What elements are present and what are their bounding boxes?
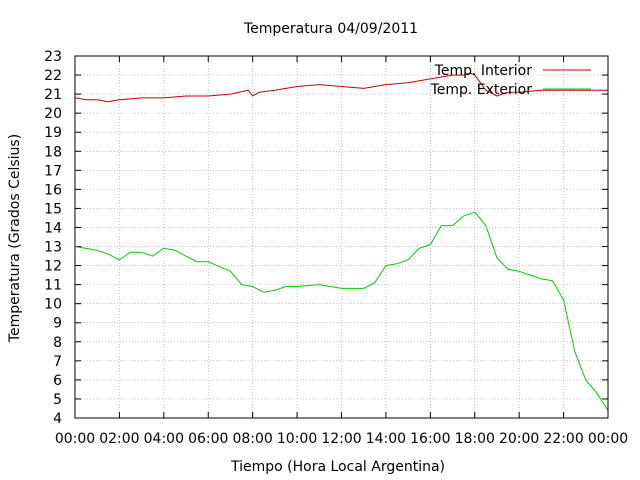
series-line-exterior xyxy=(74,211,609,411)
y-tick-label: 13 xyxy=(44,240,62,256)
y-tick-label: 16 xyxy=(44,182,62,198)
y-tick-label: 20 xyxy=(44,106,62,122)
series-line-interior xyxy=(74,72,608,103)
x-tick-label: 10:00 xyxy=(277,431,317,447)
y-tick-label: 12 xyxy=(44,259,62,275)
chart-title: Temperatura 04/09/2011 xyxy=(243,21,418,37)
x-tick-label: 02:00 xyxy=(99,431,139,447)
legend: Temp. Interior Temp. Exterior xyxy=(430,63,591,98)
y-tick-label: 17 xyxy=(44,163,62,179)
y-tick-label: 11 xyxy=(44,278,62,294)
x-tick-label: 18:00 xyxy=(455,431,495,447)
x-tick-label: 00:00 xyxy=(588,431,628,447)
y-tick-label: 8 xyxy=(53,335,62,351)
x-tick-label: 20:00 xyxy=(499,431,539,447)
grid-layer xyxy=(75,56,608,418)
x-tick-label: 06:00 xyxy=(188,431,228,447)
y-tick-label: 5 xyxy=(53,392,62,408)
series-layer xyxy=(74,72,609,411)
x-tick-label: 00:00 xyxy=(55,431,95,447)
x-axis-label: Tiempo (Hora Local Argentina) xyxy=(230,459,445,475)
y-tick-label: 22 xyxy=(44,68,62,84)
legend-label-exterior: Temp. Exterior xyxy=(430,82,533,98)
x-tick-label: 16:00 xyxy=(410,431,450,447)
x-tick-label: 08:00 xyxy=(232,431,272,447)
y-tick-label: 6 xyxy=(53,373,62,389)
y-tick-label: 4 xyxy=(53,411,62,427)
y-tick-label: 21 xyxy=(44,87,62,103)
legend-label-interior: Temp. Interior xyxy=(434,63,533,79)
y-tick-label: 10 xyxy=(44,297,62,313)
y-tick-label: 9 xyxy=(53,316,62,332)
y-tick-label: 19 xyxy=(44,125,62,141)
y-axis-label: Temperatura (Grados Celsius) xyxy=(7,134,23,343)
y-tick-label: 23 xyxy=(44,49,62,65)
x-tick-label: 22:00 xyxy=(543,431,583,447)
y-tick-label: 15 xyxy=(44,201,62,217)
x-tick-label: 04:00 xyxy=(144,431,184,447)
plot-frame xyxy=(74,55,609,419)
y-tick-label: 7 xyxy=(53,354,62,370)
y-tick-label: 18 xyxy=(44,144,62,160)
x-tick-label: 14:00 xyxy=(366,431,406,447)
x-tick-label: 12:00 xyxy=(321,431,361,447)
y-tick-label: 14 xyxy=(44,220,62,236)
